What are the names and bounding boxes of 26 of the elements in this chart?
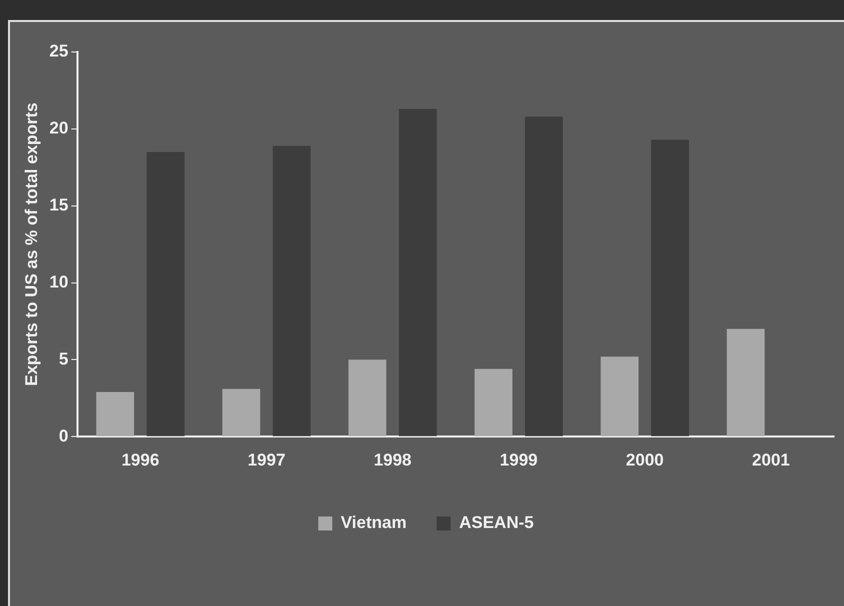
bar: [651, 140, 689, 436]
bar: [525, 116, 563, 436]
y-tick-label: 20: [49, 118, 68, 138]
bar: [474, 368, 512, 436]
y-tick-label: 5: [58, 349, 68, 368]
bar: [272, 146, 311, 436]
x-tick-label: 1999: [500, 450, 538, 470]
bar: [222, 388, 260, 436]
legend-label: ASEAN-5: [459, 513, 534, 532]
bar: [398, 108, 437, 436]
bar: [600, 356, 639, 436]
x-tick-label: 2001: [752, 450, 790, 470]
y-tick-label: 10: [49, 272, 68, 292]
y-tick-label: 25: [49, 42, 68, 61]
bar: [96, 392, 134, 436]
bar: [726, 328, 765, 436]
bar: [146, 152, 185, 436]
x-tick-label: 2000: [626, 450, 664, 470]
x-tick-label: 1998: [374, 450, 412, 470]
y-axis-title: Exports to US as % of total exports: [22, 102, 41, 386]
legend-label: Vietnam: [340, 513, 407, 532]
y-tick-label: 0: [58, 426, 68, 446]
x-tick-label: 1996: [121, 450, 160, 470]
bar: [348, 360, 386, 436]
x-tick-label: 1997: [248, 450, 286, 470]
y-tick-label: 15: [49, 196, 68, 215]
